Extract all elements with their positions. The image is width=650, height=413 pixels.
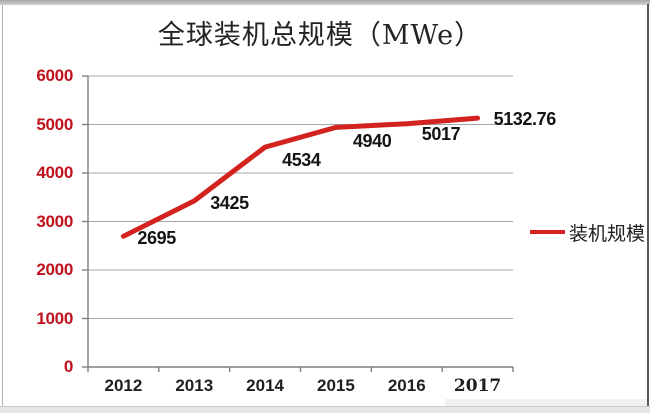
frame-bottom-patch: [445, 399, 649, 407]
data-point-label: 4534: [282, 150, 321, 171]
frame-bottom-bar: [0, 406, 650, 413]
frame-top-bar: [0, 0, 650, 5]
frame-left-border: [2, 5, 3, 406]
legend: 装机规模: [530, 221, 646, 245]
series-line: [120, 115, 481, 239]
x-axis-label: 2015: [316, 376, 355, 395]
x-axis-label: 2012: [104, 376, 143, 395]
frame-right-border: [647, 4, 649, 406]
y-axis-tick-label: 2000: [36, 260, 73, 279]
y-axis-tick-label: 4000: [36, 163, 73, 182]
y-axis-tick-label: 5000: [36, 114, 73, 134]
y-axis-tick-label: 3000: [36, 211, 73, 231]
x-axis-label: 2016: [387, 376, 426, 395]
y-axis-tick-label: 6000: [36, 66, 73, 85]
data-point-label: 5017: [421, 123, 461, 144]
chart-title: 全球装机总规模（MWe）: [157, 20, 483, 51]
x-axis-label: 2017: [453, 376, 502, 396]
x-axis-label: 2013: [175, 376, 214, 395]
legend-line-marker: [530, 230, 565, 234]
y-axis-tick-label: 0: [63, 357, 73, 376]
legend-series-label: 装机规模: [569, 222, 646, 245]
x-axis-label: 2014: [246, 376, 284, 395]
data-point-label: 3425: [210, 192, 249, 213]
data-point-label: 4940: [352, 131, 392, 152]
data-point-label: 2695: [137, 228, 176, 249]
data-point-label: 5132.76: [493, 109, 557, 130]
y-axis-tick-label: 1000: [36, 308, 73, 328]
